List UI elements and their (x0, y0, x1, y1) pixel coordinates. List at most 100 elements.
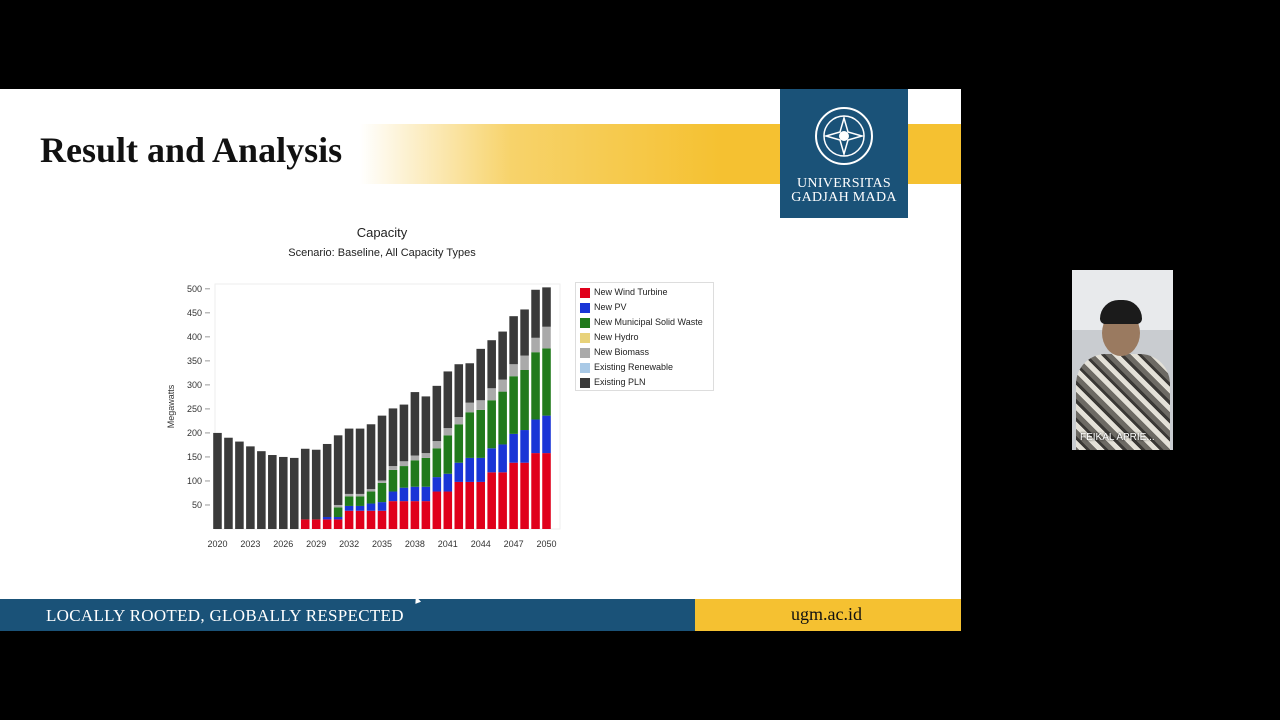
bar-segment (509, 462, 518, 529)
bar-segment (279, 456, 288, 529)
bar-segment (311, 519, 321, 529)
bar-segment (520, 369, 529, 431)
bar-segment (476, 348, 485, 401)
footer-tagline-bar: LOCALLY ROOTED, GLOBALLY RESPECTED (0, 599, 695, 631)
bar-segment (421, 453, 431, 458)
participant-video-tile[interactable]: FEIKAL APRIE... (1072, 270, 1173, 450)
x-tick-label: 2047 (504, 539, 524, 549)
bar-segment (333, 507, 343, 517)
bar-segment (333, 435, 343, 505)
bar-segment (454, 424, 464, 463)
chart-legend: New Wind Turbine New PV New Municipal Soli… (575, 282, 714, 391)
bar-segment (487, 400, 496, 449)
bar-segment (377, 482, 387, 503)
bar-segment (366, 491, 376, 504)
bar-segment (399, 466, 409, 488)
bar-segment (366, 510, 376, 529)
bar-segment (476, 457, 485, 482)
bar-segment (377, 502, 387, 511)
x-tick-label: 2044 (471, 539, 491, 549)
bar-segment (421, 396, 431, 454)
bar-segment (344, 505, 354, 511)
plot-area (214, 283, 561, 530)
bar-segment (454, 462, 464, 482)
university-logo: UNIVERSITAS GADJAH MADA (780, 89, 908, 218)
bar-segment (355, 428, 365, 494)
x-tick-label: 2029 (306, 539, 326, 549)
bar-segment (542, 326, 551, 349)
bar-segment (476, 400, 485, 410)
bar-segment (355, 493, 365, 497)
bar-segment (454, 481, 464, 529)
bar-segment (542, 415, 551, 454)
bar-segment (300, 448, 310, 520)
bar-segment (476, 409, 485, 458)
chart-subtitle: Scenario: Baseline, All Capacity Types (288, 247, 476, 259)
bar-segment (487, 340, 496, 389)
bar-segment (509, 376, 518, 434)
bar-segment (300, 519, 310, 529)
bar-segment (421, 457, 431, 487)
bar-segment (421, 501, 431, 529)
bar-segment (465, 412, 475, 458)
participant-shirt (1076, 354, 1170, 450)
bar-segment (443, 428, 453, 436)
slide-title: Result and Analysis (40, 130, 343, 170)
bar-segment (333, 519, 343, 529)
bar-segment (344, 496, 354, 506)
y-tick-label: 50 (192, 500, 202, 510)
bar-segment (333, 504, 343, 508)
x-tick-label: 2023 (240, 539, 260, 549)
bar-segment (498, 379, 507, 392)
bar-segment (410, 455, 420, 461)
y-tick-label: 250 (187, 404, 202, 414)
y-tick-label: 300 (187, 380, 202, 390)
y-tick-label: 350 (187, 356, 202, 366)
bar-segment (520, 430, 529, 463)
bar-segment (498, 331, 507, 380)
bar-segment (542, 453, 551, 529)
legend-label: New Biomass (594, 347, 650, 357)
bar-segment (542, 348, 551, 416)
legend-label: New PV (594, 302, 627, 312)
bar-segment (432, 448, 442, 478)
bar-segment (443, 491, 453, 529)
x-tick-label: 2035 (372, 539, 392, 549)
bar-segment (520, 309, 529, 356)
bar-segment (531, 453, 540, 529)
legend-swatch (580, 348, 590, 358)
presentation-slide: Result and Analysis UNIVERSITAS GADJAH M… (0, 89, 961, 631)
bar-segment (465, 481, 475, 529)
chart-title: Capacity (356, 225, 408, 240)
bar-segment (465, 363, 475, 403)
legend-label: New Municipal Solid Waste (594, 317, 703, 327)
bar-segment (509, 316, 518, 365)
bar-segment (399, 461, 409, 467)
logo-line-2: GADJAH MADA (791, 190, 897, 205)
bar-segment (410, 486, 420, 502)
legend-swatch (580, 333, 590, 343)
bar-segment (410, 460, 420, 487)
bar-segment (520, 462, 529, 529)
bar-segment (432, 385, 442, 442)
legend-label: Existing Renewable (594, 362, 674, 372)
bar-segment (333, 516, 343, 520)
bar-segment (421, 486, 431, 502)
logo-line-1: UNIVERSITAS (797, 176, 891, 191)
x-tick-label: 2038 (405, 539, 425, 549)
university-name: UNIVERSITAS GADJAH MADA (780, 177, 908, 205)
emblem-icon (815, 107, 873, 165)
bar-segment (388, 501, 398, 529)
bar-segment (344, 428, 354, 494)
bar-segment (498, 472, 507, 529)
bar-segment (377, 480, 387, 483)
bar-segment (520, 355, 529, 370)
bar-segment (311, 449, 321, 520)
y-tick-label: 100 (187, 476, 202, 486)
bar-segment (322, 516, 332, 520)
bar-segment (432, 477, 442, 492)
bar-segment (399, 487, 409, 502)
legend-swatch (580, 288, 590, 298)
bar-segment (366, 503, 376, 511)
bar-segment (487, 388, 496, 401)
